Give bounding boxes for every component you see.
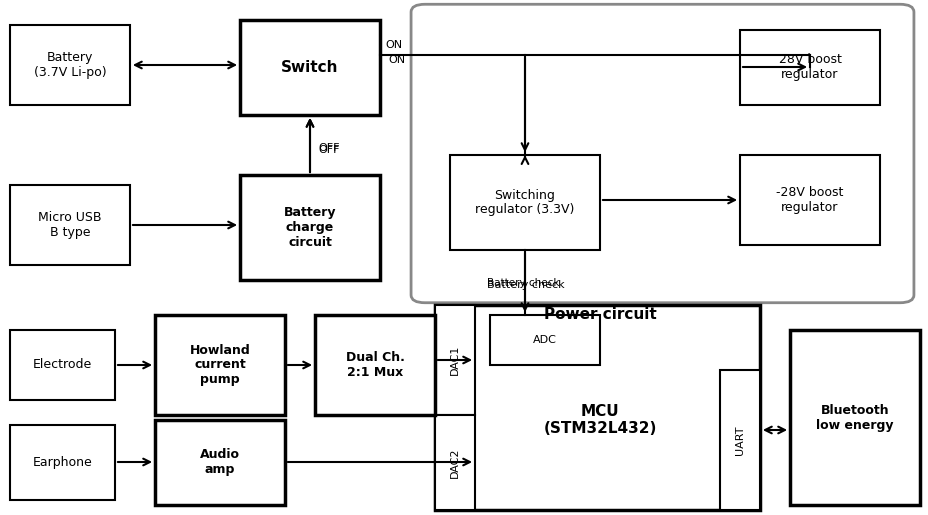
Text: ON: ON xyxy=(384,40,402,50)
FancyBboxPatch shape xyxy=(410,4,913,303)
FancyBboxPatch shape xyxy=(315,315,434,415)
FancyBboxPatch shape xyxy=(155,420,285,505)
FancyBboxPatch shape xyxy=(740,30,879,105)
Text: Power circuit: Power circuit xyxy=(543,307,656,322)
Text: -28V boost
regulator: -28V boost regulator xyxy=(776,186,843,214)
Text: Bluetooth
low energy: Bluetooth low energy xyxy=(816,403,893,432)
Text: MCU
(STM32L432): MCU (STM32L432) xyxy=(543,404,656,436)
Text: Battery check: Battery check xyxy=(486,280,564,290)
Text: DAC2: DAC2 xyxy=(449,447,459,478)
FancyBboxPatch shape xyxy=(719,370,759,510)
Text: Dual Ch.
2:1 Mux: Dual Ch. 2:1 Mux xyxy=(345,351,404,379)
Text: Electrode: Electrode xyxy=(32,358,92,371)
FancyBboxPatch shape xyxy=(434,305,474,415)
Text: Earphone: Earphone xyxy=(32,456,92,469)
Text: UART: UART xyxy=(734,425,744,455)
FancyBboxPatch shape xyxy=(10,330,115,400)
FancyBboxPatch shape xyxy=(10,425,115,500)
FancyBboxPatch shape xyxy=(155,315,285,415)
Text: Audio
amp: Audio amp xyxy=(200,449,239,476)
Text: Battery
charge
circuit: Battery charge circuit xyxy=(283,206,336,249)
FancyBboxPatch shape xyxy=(10,185,130,265)
FancyBboxPatch shape xyxy=(239,20,380,115)
FancyBboxPatch shape xyxy=(489,315,599,365)
Text: Battery check: Battery check xyxy=(486,278,559,288)
FancyBboxPatch shape xyxy=(449,155,599,250)
Text: Switch: Switch xyxy=(281,60,339,75)
FancyBboxPatch shape xyxy=(789,330,919,505)
Text: OFF: OFF xyxy=(317,143,339,153)
FancyBboxPatch shape xyxy=(239,175,380,280)
Text: Howland
current
pump: Howland current pump xyxy=(189,344,251,386)
FancyBboxPatch shape xyxy=(434,305,759,510)
Text: 28V boost
regulator: 28V boost regulator xyxy=(778,54,841,81)
FancyBboxPatch shape xyxy=(434,415,474,510)
Text: Micro USB
B type: Micro USB B type xyxy=(38,211,102,239)
Text: OFF: OFF xyxy=(317,145,339,155)
Text: DAC1: DAC1 xyxy=(449,345,459,375)
FancyBboxPatch shape xyxy=(10,25,130,105)
Text: ADC: ADC xyxy=(533,335,557,345)
Text: ON: ON xyxy=(388,55,405,65)
FancyBboxPatch shape xyxy=(740,155,879,245)
Text: Battery
(3.7V Li-po): Battery (3.7V Li-po) xyxy=(33,51,106,79)
Text: Switching
regulator (3.3V): Switching regulator (3.3V) xyxy=(475,188,574,216)
